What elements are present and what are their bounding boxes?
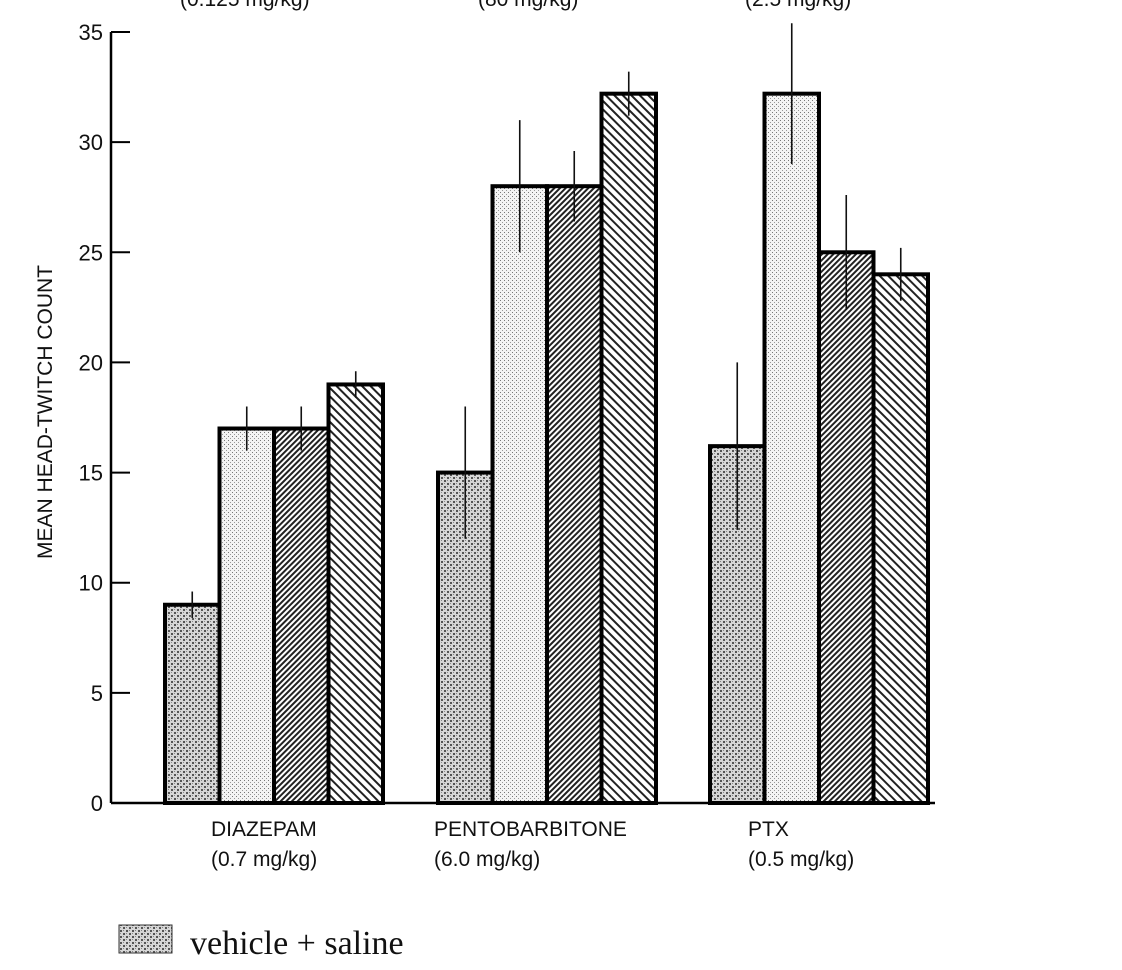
category-dose-diazepam: (0.7 mg/kg)	[211, 848, 317, 871]
category-label-diazepam: DIAZEPAM	[211, 818, 317, 841]
y-tick-label-35: 35	[79, 20, 103, 45]
category-label-pentobarbitone: PENTOBARBITONE	[434, 818, 627, 841]
y-tick-label-30: 30	[79, 130, 103, 155]
bar-diazepam-series-4	[326, 382, 385, 805]
bar-pentobarbitone-series-4	[599, 91, 658, 806]
y-tick-label-5: 5	[91, 681, 103, 706]
y-tick-label-10: 10	[79, 571, 103, 596]
category-label-ptx: PTX	[748, 818, 789, 841]
category-labels: DIAZEPAM (0.7 mg/kg) PENTOBARBITONE (6.0 mg…	[211, 818, 854, 871]
category-dose-ptx: (0.5 mg/kg)	[748, 848, 854, 871]
y-tick-label-20: 20	[79, 350, 103, 375]
bar-ptx-series-3	[817, 250, 876, 806]
category-dose-pentobarbitone: (6.0 mg/kg)	[434, 848, 540, 871]
top-label-3: (2.5 mg/kg)	[745, 0, 851, 11]
bar-diazepam-series-3	[272, 426, 331, 805]
y-tick-label-15: 15	[79, 461, 103, 486]
legend-label-vehicle-saline: vehicle + saline	[190, 925, 404, 962]
y-tick-label-0: 0	[91, 791, 103, 816]
y-ticks: 0 5 10 15 20 25 30 35	[79, 20, 130, 816]
y-axis-label: MEAN HEAD-TWITCH COUNT	[34, 265, 57, 559]
bars	[163, 91, 930, 806]
error-bars	[191, 23, 902, 618]
bar-pentobarbitone-series-2	[490, 184, 549, 805]
legend-swatch-vehicle-saline	[118, 924, 173, 954]
bar-pentobarbitone-series-3	[545, 184, 604, 805]
y-tick-label-25: 25	[79, 240, 103, 265]
top-label-1: (0.125 mg/kg)	[180, 0, 310, 11]
top-label-2: (80 mg/kg)	[478, 0, 578, 11]
bar-ptx-series-2	[762, 91, 821, 806]
bar-diazepam-series-2	[217, 426, 276, 805]
bar-ptx-series-4	[871, 272, 930, 806]
legend: vehicle + saline	[118, 924, 404, 962]
bar-diazepam-series-1	[163, 602, 222, 805]
